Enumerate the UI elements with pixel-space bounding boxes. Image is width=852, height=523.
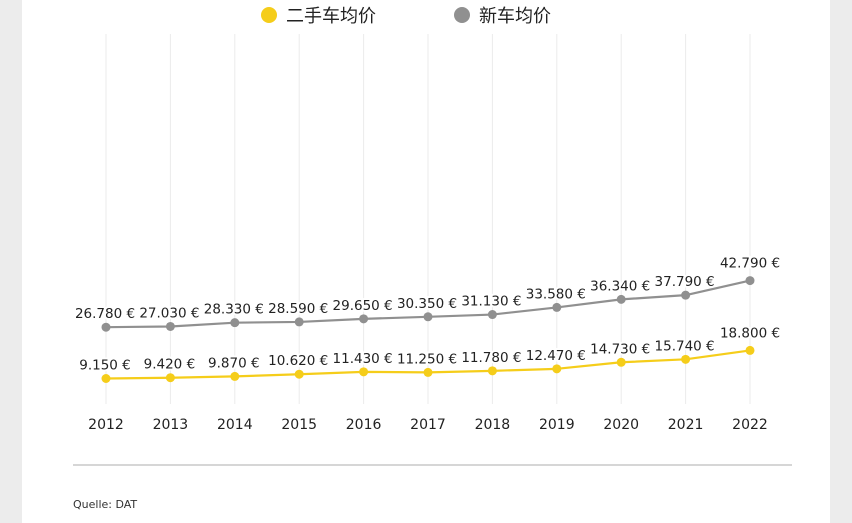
- legend-marker-used-car: [261, 7, 277, 23]
- data-label-new-car-2017: 30.350 €: [397, 296, 457, 312]
- data-label-used-car-2014: 9.870 €: [208, 355, 260, 371]
- data-label-new-car-2013: 27.030 €: [139, 305, 199, 321]
- x-tick-label-2019: 2019: [539, 417, 575, 433]
- data-label-new-car-2019: 33.580 €: [526, 286, 586, 302]
- data-point-new-car-2017: [423, 312, 433, 322]
- data-label-used-car-2015: 10.620 €: [268, 353, 328, 369]
- data-label-used-car-2016: 11.430 €: [333, 351, 393, 367]
- data-label-used-car-2012: 9.150 €: [79, 358, 131, 374]
- data-point-used-car-2021: [681, 354, 691, 364]
- data-label-new-car-2022: 42.790 €: [720, 256, 780, 272]
- data-label-used-car-2021: 15.740 €: [655, 338, 715, 354]
- data-point-new-car-2021: [681, 290, 691, 300]
- x-tick-label-2021: 2021: [668, 417, 704, 433]
- x-tick-label-2017: 2017: [410, 417, 446, 433]
- x-tick-label-2015: 2015: [281, 417, 317, 433]
- data-label-used-car-2022: 18.800 €: [720, 325, 780, 341]
- data-point-used-car-2017: [423, 367, 433, 377]
- x-tick-label-2013: 2013: [153, 417, 189, 433]
- data-point-used-car-2015: [294, 369, 304, 379]
- legend-item-used-car[interactable]: 二手车均价: [261, 2, 376, 28]
- x-tick-label-2012: 2012: [88, 417, 124, 433]
- data-label-new-car-2014: 28.330 €: [204, 302, 264, 318]
- data-point-new-car-2015: [294, 317, 304, 327]
- chart-card: [22, 0, 830, 523]
- data-point-used-car-2022: [745, 345, 755, 355]
- legend-label-new-car: 新车均价: [479, 6, 551, 27]
- x-tick-label-2016: 2016: [346, 417, 382, 433]
- x-tick-label-2014: 2014: [217, 417, 253, 433]
- data-point-used-car-2014: [230, 371, 240, 381]
- x-tick-label-2022: 2022: [732, 417, 768, 433]
- data-point-new-car-2018: [487, 310, 497, 320]
- data-label-used-car-2013: 9.420 €: [144, 357, 196, 373]
- data-point-used-car-2012: [101, 374, 111, 383]
- x-tick-label-2020: 2020: [603, 417, 639, 433]
- data-point-new-car-2014: [230, 318, 240, 328]
- data-label-new-car-2020: 36.340 €: [590, 278, 650, 294]
- data-point-new-car-2016: [359, 314, 369, 324]
- data-label-used-car-2018: 11.780 €: [461, 350, 521, 366]
- data-label-new-car-2015: 28.590 €: [268, 301, 328, 317]
- data-point-used-car-2018: [487, 366, 497, 376]
- data-point-new-car-2020: [616, 294, 626, 304]
- legend-marker-new-car: [454, 7, 470, 23]
- data-label-new-car-2018: 31.130 €: [461, 294, 521, 310]
- data-label-used-car-2017: 11.250 €: [397, 351, 457, 367]
- source-note: Quelle: DAT: [73, 498, 138, 511]
- legend: 二手车均价 新车均价: [0, 2, 852, 28]
- data-point-new-car-2019: [552, 302, 562, 312]
- data-point-new-car-2013: [165, 321, 175, 331]
- data-label-new-car-2016: 29.650 €: [333, 298, 393, 314]
- data-label-used-car-2020: 14.730 €: [590, 341, 650, 357]
- data-label-new-car-2021: 37.790 €: [655, 274, 715, 290]
- legend-label-used-car: 二手车均价: [286, 6, 376, 27]
- data-point-used-car-2016: [359, 367, 369, 377]
- data-point-new-car-2012: [101, 322, 111, 332]
- legend-item-new-car[interactable]: 新车均价: [454, 2, 551, 28]
- data-point-used-car-2013: [165, 373, 175, 383]
- data-point-used-car-2019: [552, 364, 562, 374]
- data-point-used-car-2020: [616, 357, 626, 367]
- data-label-used-car-2019: 12.470 €: [526, 348, 586, 364]
- data-point-new-car-2022: [745, 276, 755, 286]
- data-label-new-car-2012: 26.780 €: [75, 306, 135, 322]
- x-tick-label-2018: 2018: [475, 417, 511, 433]
